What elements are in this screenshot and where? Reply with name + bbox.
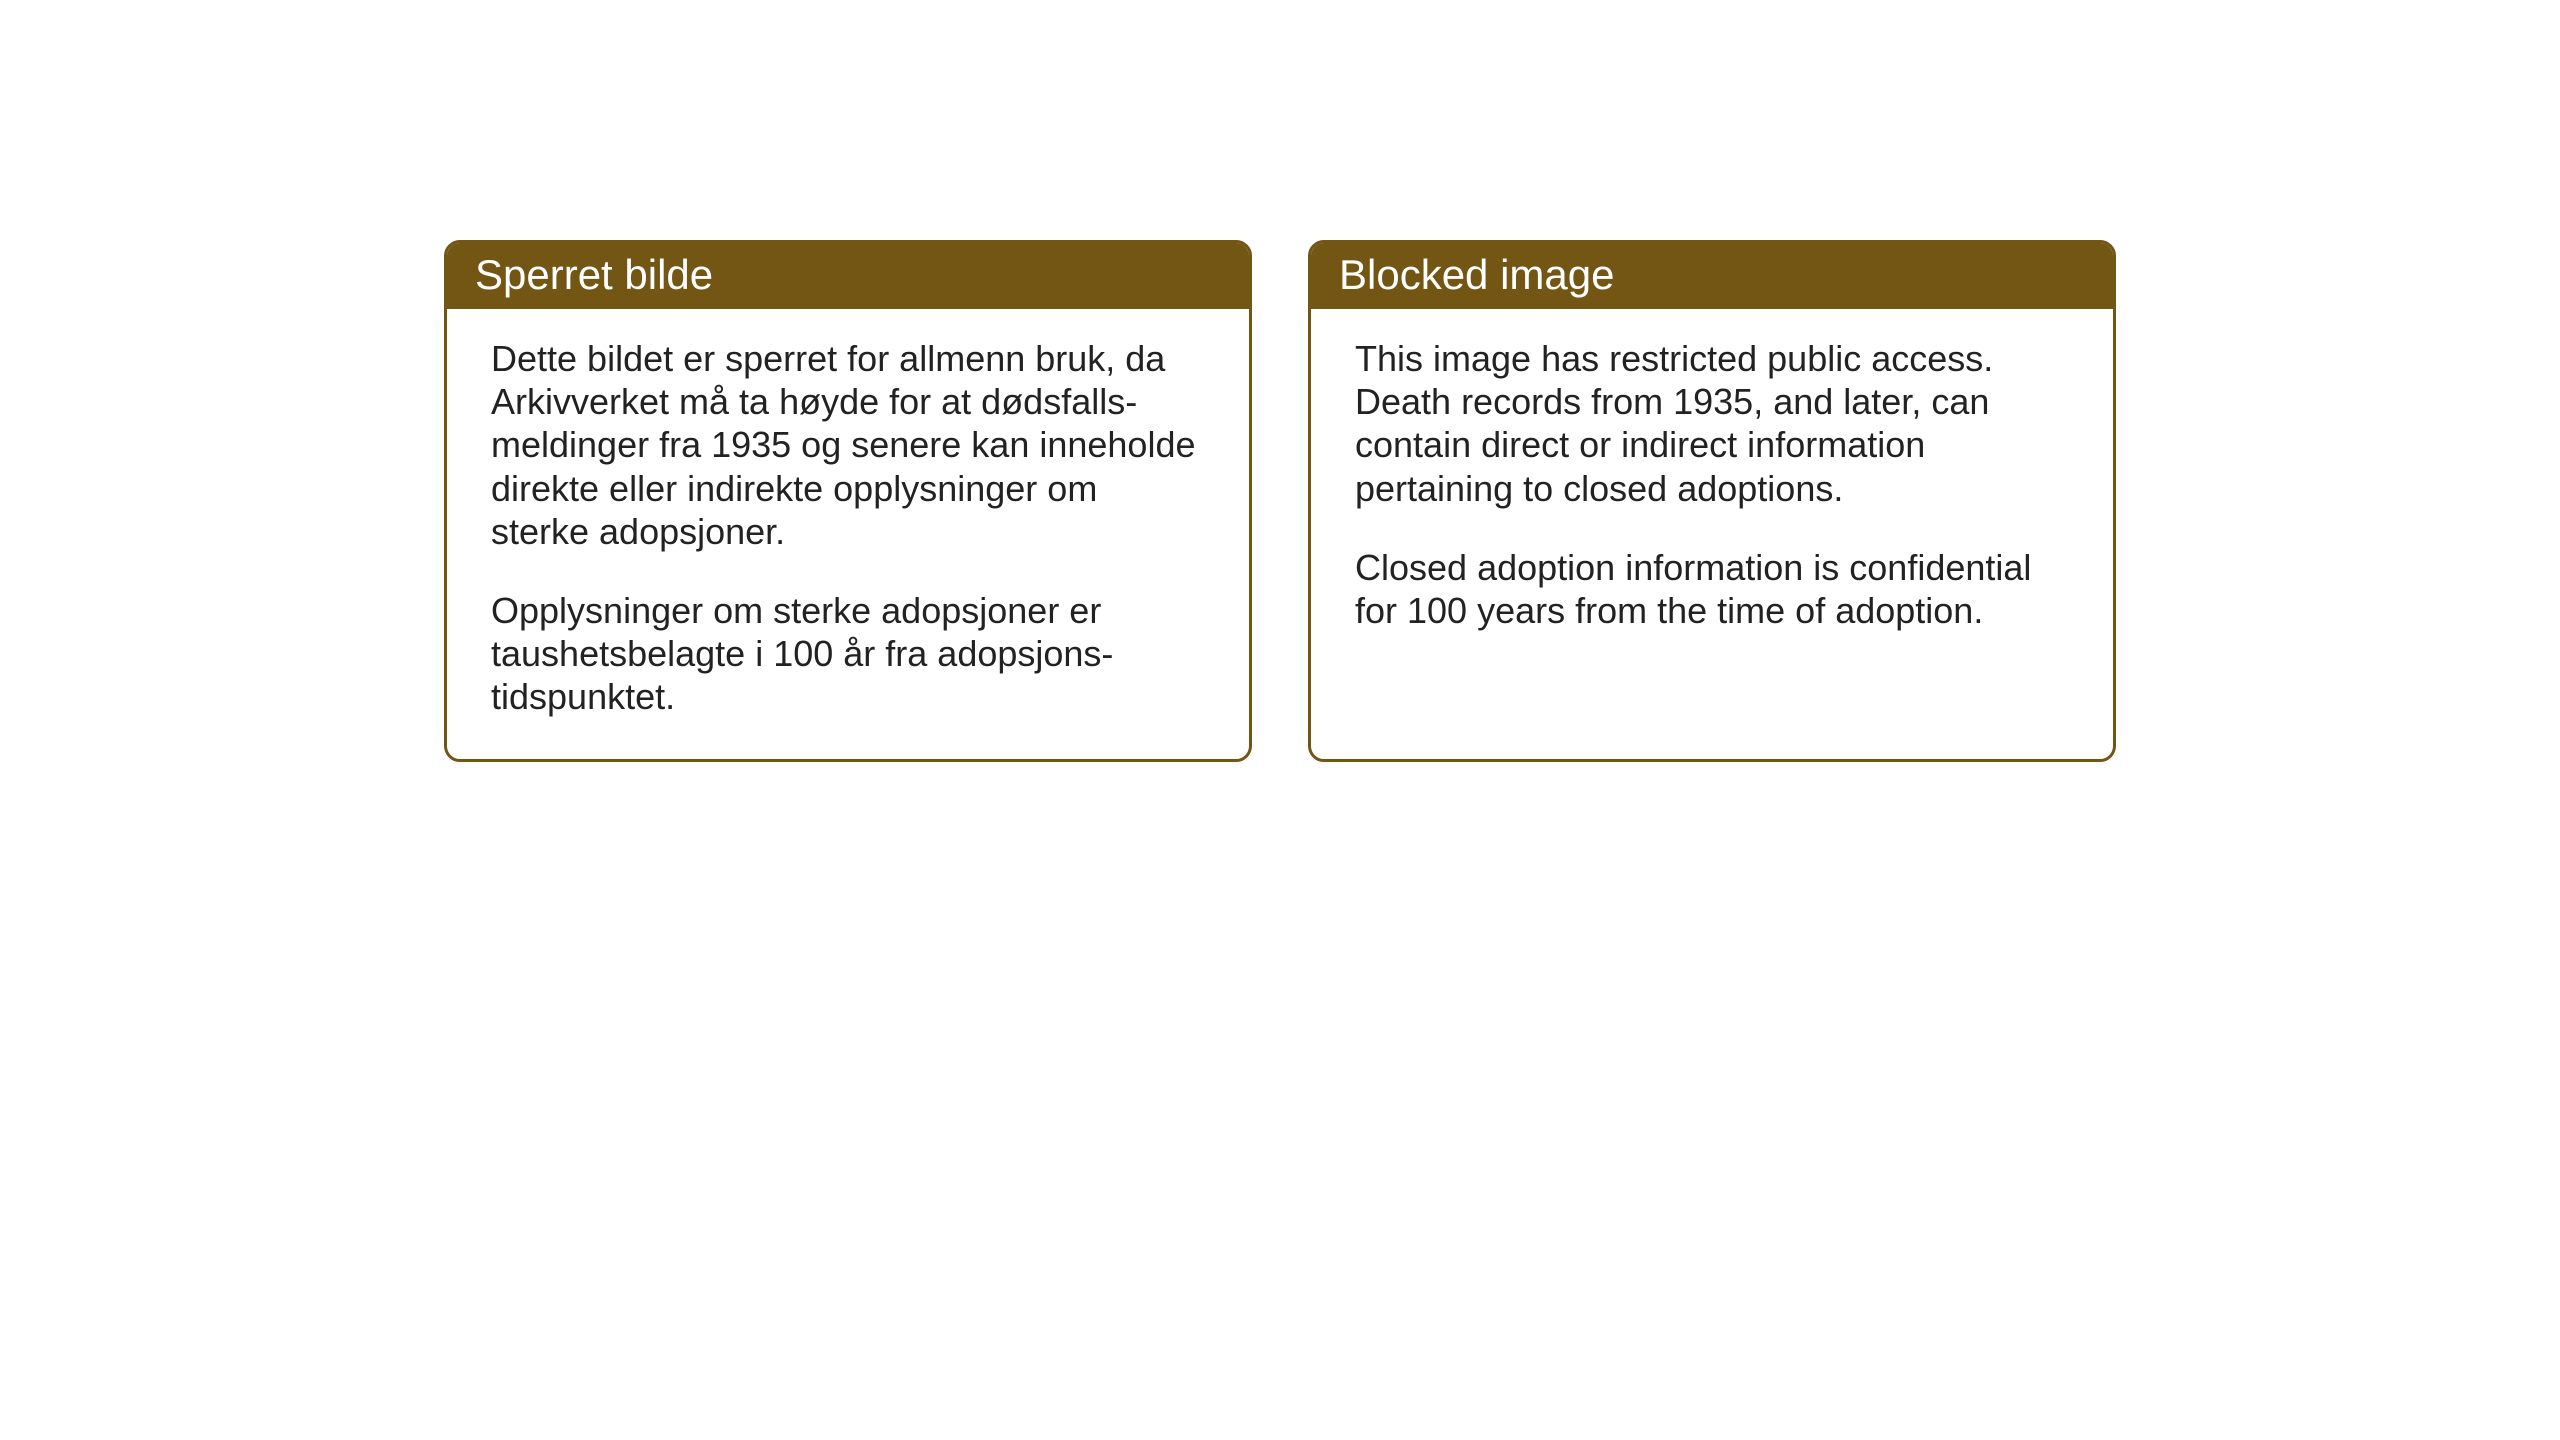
card-header-english: Blocked image — [1311, 243, 2113, 309]
card-paragraph-english-2: Closed adoption information is confident… — [1355, 546, 2069, 632]
card-paragraph-english-1: This image has restricted public access.… — [1355, 337, 2069, 510]
card-title-norwegian: Sperret bilde — [475, 251, 713, 298]
card-paragraph-norwegian-2: Opplysninger om sterke adopsjoner er tau… — [491, 589, 1205, 719]
card-paragraph-norwegian-1: Dette bildet er sperret for allmenn bruk… — [491, 337, 1205, 553]
notice-card-english: Blocked image This image has restricted … — [1308, 240, 2116, 762]
card-body-norwegian: Dette bildet er sperret for allmenn bruk… — [447, 309, 1249, 759]
card-body-english: This image has restricted public access.… — [1311, 309, 2113, 672]
card-header-norwegian: Sperret bilde — [447, 243, 1249, 309]
notice-card-norwegian: Sperret bilde Dette bildet er sperret fo… — [444, 240, 1252, 762]
card-title-english: Blocked image — [1339, 251, 1614, 298]
notice-container: Sperret bilde Dette bildet er sperret fo… — [444, 240, 2116, 762]
